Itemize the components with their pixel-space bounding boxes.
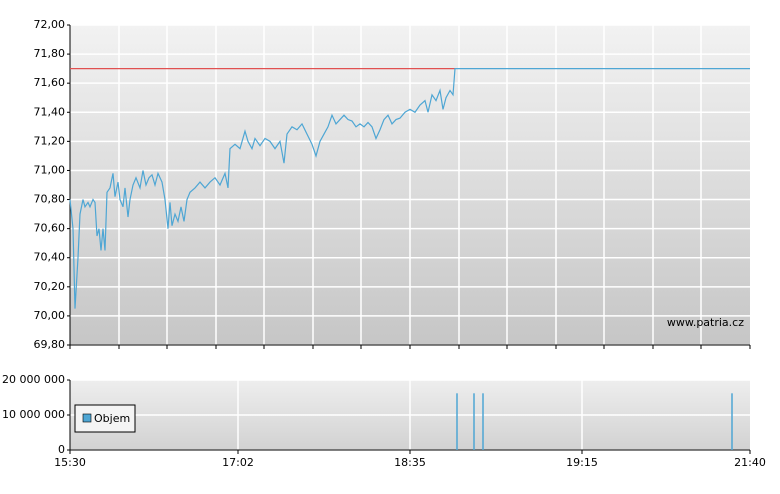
y-tick-label: 71,40 [34,105,66,118]
volume-bar [456,393,458,450]
y-tick-label: 72,00 [34,18,66,31]
y-tick-label: 70,00 [34,309,66,322]
y-tick-label: 70,80 [34,193,66,206]
y-tick-label: 69,80 [34,338,66,351]
y-tick-label: 71,60 [34,76,66,89]
x-tick-label: 19:15 [566,456,598,469]
watermark: www.patria.cz [667,316,744,329]
y-tick-label: 71,20 [34,134,66,147]
y-tick-label: 71,80 [34,47,66,60]
x-tick-label: 21:40 [734,456,766,469]
y-tick-label: 10 000 000 [2,408,65,421]
y-tick-label: 0 [58,443,65,456]
x-tick-label: 17:02 [222,456,254,469]
volume-bar [482,393,484,450]
y-tick-label: 20 000 000 [2,373,65,386]
price-line [69,68,750,309]
y-tick-label: 71,00 [34,163,66,176]
volume-bar [473,393,475,450]
legend-label: Objem [94,412,130,425]
legend-swatch [82,413,92,423]
y-tick-label: 70,40 [34,251,66,264]
y-tick-label: 70,60 [34,222,66,235]
x-tick-label: 15:30 [54,456,86,469]
y-tick-label: 70,20 [34,280,66,293]
volume-bar [731,393,733,450]
x-tick-label: 18:35 [394,456,426,469]
